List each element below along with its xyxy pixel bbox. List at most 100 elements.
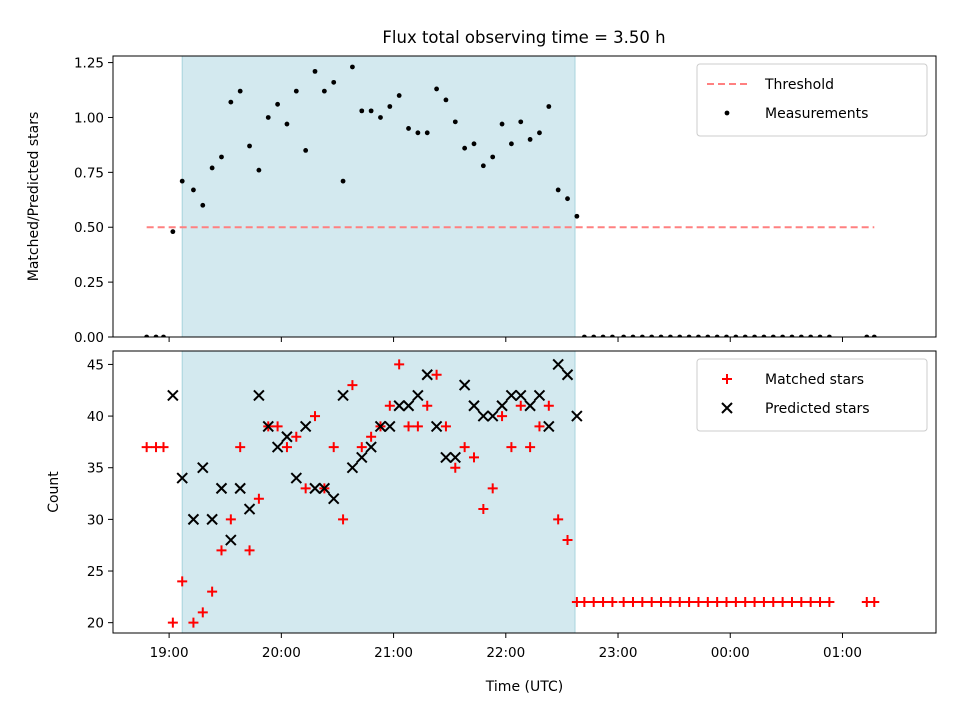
data-point [686,334,692,337]
data-point [869,597,880,608]
data-point [346,462,359,474]
data-point [712,597,723,608]
data-point [768,597,779,608]
data-point [724,334,729,337]
legend-entry: Measurements [724,106,868,122]
data-point [365,441,377,453]
x-tick-label: 20:00 [262,645,301,661]
data-point [374,420,387,433]
data-point [284,121,290,127]
data-point [826,334,832,337]
data-point [824,597,835,608]
y-axis-label: Matched/Predicted stars [26,112,42,282]
data-point [402,400,415,412]
data-point [515,389,527,402]
data-point [561,369,574,381]
data-point [684,597,695,608]
data-point [207,586,218,597]
data-point [235,442,246,453]
data-point [758,597,769,608]
data-point [403,421,414,432]
data-point [543,420,555,433]
legend-swatch [722,374,732,384]
data-point [499,121,505,127]
data-point [796,597,807,608]
data-point [434,86,439,92]
data-point [752,334,757,337]
data-point [552,358,564,371]
data-point [331,79,337,85]
data-point [176,472,188,484]
data-point [356,442,367,453]
data-point [368,108,374,114]
data-point [424,130,430,136]
x-tick-label: 21:00 [374,645,413,661]
data-point [312,68,318,74]
legend-box [696,63,928,137]
legend-label: Matched stars [765,372,864,388]
data-point [338,514,349,525]
data-point [177,576,188,587]
data-point [733,334,739,337]
y-tick-label: 35 [87,461,104,477]
data-point [253,493,264,504]
data-point [141,442,152,453]
data-point [496,400,508,412]
data-point [378,115,383,120]
data-point [452,119,458,125]
data-point [607,597,618,608]
legend-label: Predicted stars [765,401,870,417]
data-point [546,104,552,109]
data-point [639,334,645,337]
data-point [621,334,627,337]
data-point [749,597,760,608]
data-point [780,334,786,337]
legend: Matched stars Predicted stars [696,358,928,432]
data-point [667,334,673,337]
data-point [562,535,573,546]
data-point [478,504,489,515]
data-point [798,334,804,337]
data-point [340,178,346,184]
data-point [450,462,461,473]
data-point [490,154,496,160]
data-point [871,334,877,337]
legend-label: Measurements [765,106,868,122]
data-point [462,145,468,151]
data-point [730,597,741,608]
legend-label: Threshold [764,77,834,93]
data-point [579,597,590,608]
legend-entry: Predicted stars [721,401,870,417]
data-point [393,400,405,412]
data-point [440,421,451,432]
data-point [387,104,393,109]
chart-title: Flux total observing time = 3.50 h [382,28,665,47]
data-point [742,334,748,337]
data-point [422,400,433,411]
data-point [161,334,166,337]
data-point [656,597,667,608]
data-point [299,420,312,433]
data-point [275,101,280,107]
data-point [486,410,499,422]
data-point [721,597,732,608]
data-point [406,126,411,131]
data-point [646,597,657,608]
y-tick-label: 1.00 [74,110,104,126]
y-tick-label: 30 [87,512,104,528]
series-predicted-stars [167,358,583,546]
data-point [247,143,252,149]
series-matched-stars [141,359,880,628]
data-point [187,513,200,526]
y-tick-label: 0.00 [74,330,104,346]
data-point [515,400,526,411]
data-point [537,130,542,136]
data-point [518,119,524,125]
data-point [543,400,554,411]
data-point [506,442,517,453]
data-point [480,163,486,169]
data-point [805,597,816,608]
data-point [487,483,498,494]
data-point [347,380,358,391]
data-point [291,431,302,442]
